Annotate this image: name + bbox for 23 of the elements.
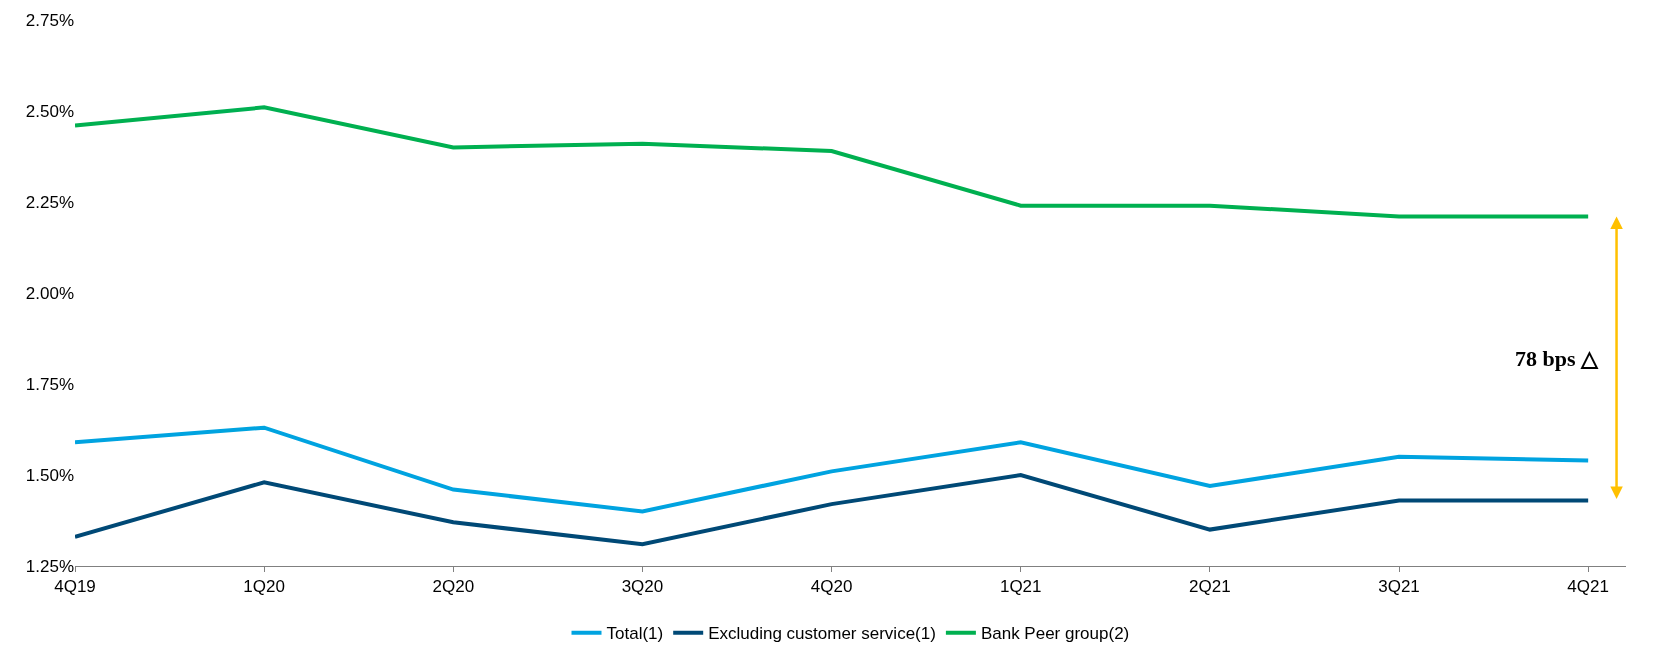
annotation: 78 bps △	[1515, 346, 1600, 371]
y-tick-label: 2.75%	[25, 10, 74, 30]
line-series	[75, 425, 1591, 514]
y-tick-label: 1.75%	[25, 374, 74, 394]
y-tick-label: 1.50%	[25, 465, 74, 485]
legend-label: Total(1)	[606, 624, 664, 644]
y-tick-label: 2.25%	[25, 192, 74, 212]
x-tick-label: 3Q21	[1378, 577, 1420, 597]
line-series	[75, 473, 1591, 547]
x-tick-label: 2Q21	[1189, 577, 1231, 597]
y-tick-label: 2.00%	[25, 283, 74, 303]
x-tick-label: 1Q20	[243, 577, 285, 597]
y-tick-label: 1.25%	[25, 556, 74, 576]
x-tick-label: 4Q19	[54, 577, 96, 597]
x-tick-label: 4Q21	[1567, 577, 1609, 597]
x-tick-label: 3Q20	[621, 577, 664, 597]
y-tick-label: 2.50%	[25, 101, 74, 121]
legend-label: Excluding customer service(1)	[708, 624, 936, 644]
x-tick-label: 2Q20	[432, 577, 475, 597]
x-tick-label: 4Q20	[810, 577, 853, 597]
x-tick-label: 1Q21	[999, 577, 1042, 597]
legend-label: Bank Peer group(2)	[980, 624, 1130, 644]
line-series	[75, 105, 1591, 219]
